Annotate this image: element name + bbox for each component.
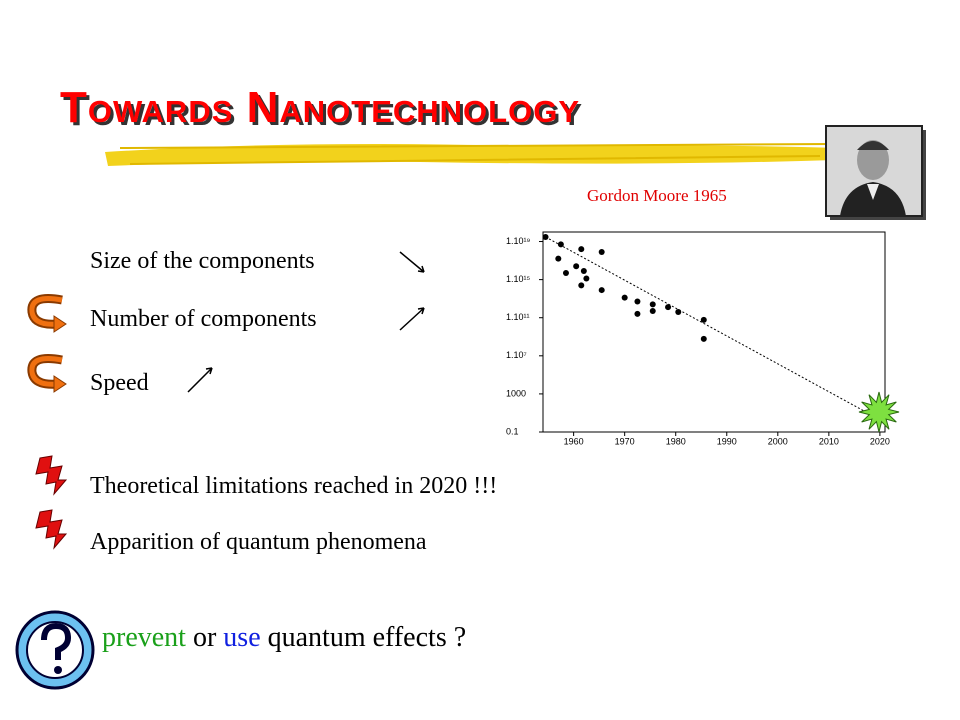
data-point: [573, 263, 580, 270]
bullet-text: Speed: [90, 370, 149, 396]
y-tick-label: 0.1: [506, 426, 519, 436]
data-point: [675, 308, 682, 315]
data-point: [557, 241, 564, 248]
y-tick-label: 1.10⁷: [506, 350, 527, 360]
moore-chart: 0.1 1000 1.10⁷ 1.10¹¹ 1.10¹⁵ 1.10¹⁹ 1960 1970 19…: [506, 231, 900, 446]
title-shadow: Towards Nanotechnology: [63, 86, 583, 135]
y-tick-label: 1.10¹⁹: [506, 236, 531, 246]
data-point: [555, 255, 562, 262]
x-tick-label: 2010: [819, 436, 839, 446]
brush-stroke: [105, 144, 840, 166]
lightning-icon: [35, 455, 68, 550]
bullet-text: Number of components: [90, 306, 317, 332]
x-tick-label: 1980: [666, 436, 686, 446]
x-tick-label: 1960: [564, 436, 584, 446]
title: Towards Nanotechnology: [60, 83, 580, 132]
portrait: [825, 125, 926, 220]
prevent-word: prevent: [102, 622, 186, 653]
data-point: [665, 304, 672, 311]
trend-line: [545, 236, 881, 421]
data-point: [598, 287, 605, 294]
x-tick-label: 2000: [768, 436, 788, 446]
data-point: [580, 268, 587, 275]
y-tick-label: 1000: [506, 388, 526, 398]
x-tick-label: 1970: [615, 436, 635, 446]
data-point: [649, 301, 656, 308]
data-point: [634, 298, 641, 305]
word: quantum effects ?: [268, 622, 467, 653]
data-point: [562, 269, 569, 276]
data-point: [583, 275, 590, 282]
data-point: [542, 233, 549, 240]
y-tick-label: 1.10¹⁵: [506, 274, 531, 284]
data-point: [700, 316, 707, 323]
bullet-text: Size of the components: [90, 248, 315, 274]
data-point: [634, 310, 641, 317]
x-tick-label: 2020: [870, 436, 890, 446]
data-point: [598, 248, 605, 255]
data-point: [649, 308, 656, 315]
question-line: prevent or use quantum effects ?: [102, 622, 466, 653]
y-tick-label: 1.10¹¹: [506, 312, 530, 322]
plot-frame: [542, 231, 886, 433]
data-point: [578, 246, 585, 253]
use-word: use: [223, 622, 260, 653]
trend-arrows: [187, 251, 425, 393]
question-icon: [15, 610, 95, 690]
caption: Gordon Moore 1965: [587, 186, 727, 205]
word: or: [193, 622, 217, 653]
data-point: [578, 282, 585, 289]
warning-text: Theoretical limitations reached in 2020 …: [90, 473, 497, 499]
cycle-icon: [27, 294, 67, 393]
warning-text: Apparition of quantum phenomena: [90, 529, 427, 555]
brush-texture: [119, 143, 831, 165]
data-point: [621, 294, 628, 301]
x-tick-label: 1990: [717, 436, 737, 446]
starburst: [858, 391, 900, 433]
data-point: [700, 335, 707, 342]
